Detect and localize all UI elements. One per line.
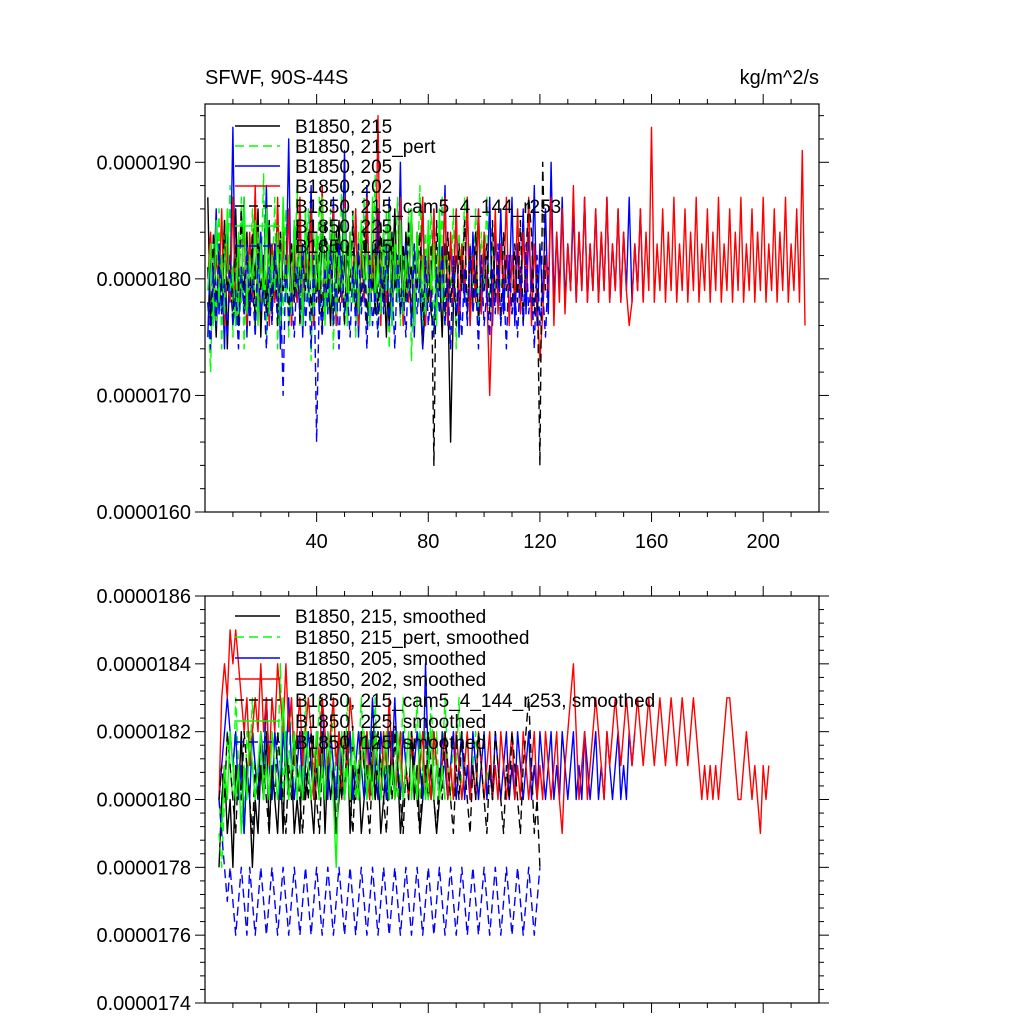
series-group xyxy=(207,114,806,467)
series-line-7 xyxy=(207,243,549,443)
x-tick-label: 120 xyxy=(523,531,556,553)
chart-title: SFWF, 90S-44S xyxy=(205,67,348,89)
y-tick-label: 0.0000178 xyxy=(96,857,191,879)
x-tick-label: 40 xyxy=(306,531,328,553)
legend-label: B1850, 215_cam5_4_144_r253 xyxy=(295,197,561,218)
series-group xyxy=(218,629,770,936)
y-tick-label: 0.0000160 xyxy=(96,502,191,524)
y-tick-label: 0.0000180 xyxy=(96,790,191,812)
legend-label: B1850, 215_pert, smoothed xyxy=(295,628,530,649)
y-tick-label: 0.0000176 xyxy=(96,925,191,947)
y-tick-label: 0.0000182 xyxy=(96,722,191,744)
legend-label: B1850, 215_cam5_4_144_r253, smoothed xyxy=(295,691,655,712)
y-tick-label: 0.0000174 xyxy=(96,993,191,1015)
series-line-4 xyxy=(218,629,770,835)
legend-label: B1850, 202, smoothed xyxy=(295,670,486,691)
y-tick-label: 0.0000180 xyxy=(96,269,191,291)
legend-label: B1850, 215, smoothed xyxy=(295,607,486,628)
y-tick-label: 0.0000186 xyxy=(96,586,191,608)
series-line-6 xyxy=(218,697,446,868)
legend-label: B1850, 225 xyxy=(295,217,392,238)
x-tick-label: 80 xyxy=(417,531,439,553)
legend-label: B1850, 202 xyxy=(295,177,392,198)
y-tick-label: 0.0000184 xyxy=(96,654,191,676)
y-tick-label: 0.0000170 xyxy=(96,385,191,407)
chart-units: kg/m^2/s xyxy=(740,67,819,89)
x-tick-label: 160 xyxy=(635,531,668,553)
legend-label: B1850, 125 xyxy=(295,237,392,258)
legend-label: B1850, 215_pert xyxy=(295,137,436,158)
y-tick-label: 0.0000190 xyxy=(96,152,191,174)
legend-label: B1850, 225, smoothed xyxy=(295,712,486,733)
series-line-5 xyxy=(218,697,541,868)
x-tick-label: 200 xyxy=(746,531,779,553)
legend-label: B1850, 215 xyxy=(295,117,392,138)
panel-1: 40 80 120 160 200 0.0000160 0.0000170 0.0000180… xyxy=(96,94,829,553)
legend-label: B1850, 125, smoothed xyxy=(295,733,486,754)
panel-2: 0.0000174 0.0000176 0.0000178 0.0000180 0.00… xyxy=(96,586,829,1015)
series-line-2 xyxy=(218,663,491,868)
series-line-7 xyxy=(218,799,541,936)
legend-label: B1850, 205, smoothed xyxy=(295,649,486,670)
legend-label: B1850, 205 xyxy=(295,157,392,178)
